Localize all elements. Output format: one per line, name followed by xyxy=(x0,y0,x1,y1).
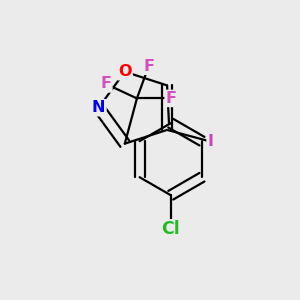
Text: O: O xyxy=(118,64,132,79)
Text: I: I xyxy=(208,134,214,149)
Text: F: F xyxy=(100,76,111,92)
Text: N: N xyxy=(92,100,105,115)
Text: F: F xyxy=(166,91,177,106)
Text: F: F xyxy=(143,59,154,74)
Text: Cl: Cl xyxy=(161,220,180,238)
